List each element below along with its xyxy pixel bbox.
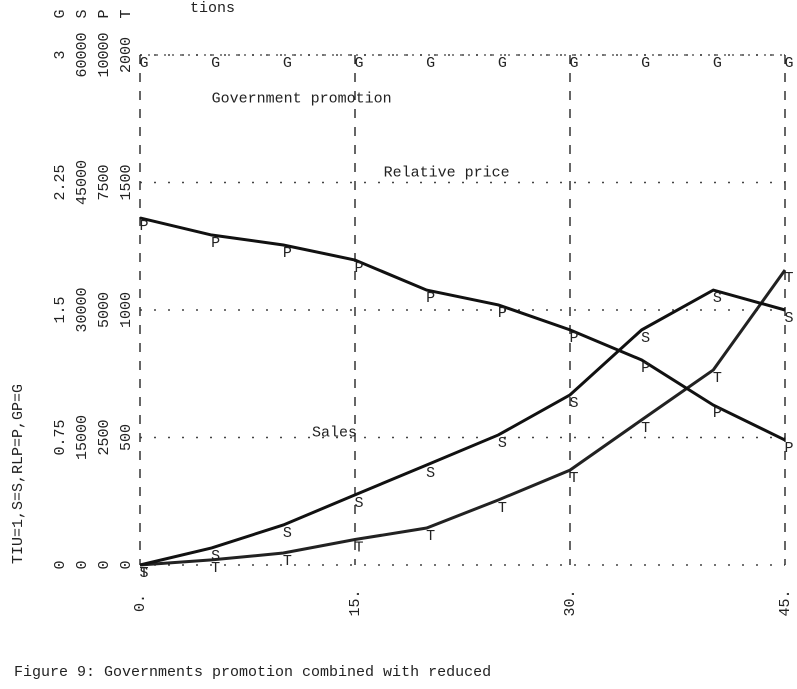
- y-tick-label: 0: [52, 560, 69, 569]
- y-tick-label: 1000: [118, 292, 135, 328]
- series-marker: S: [426, 465, 435, 482]
- scale-letter: S: [74, 9, 91, 18]
- series-marker: P: [641, 360, 650, 377]
- scale-letter: G: [52, 9, 69, 18]
- series-marker: G: [211, 55, 220, 72]
- series-marker: T: [139, 565, 148, 582]
- series-marker: S: [211, 548, 220, 565]
- y-tick-label: 0: [74, 560, 91, 569]
- y-tick-label: 2.25: [52, 164, 69, 200]
- y-tick-label: 10000: [96, 32, 113, 77]
- x-tick-label: 45.: [777, 589, 794, 616]
- y-tick-label: 2500: [96, 419, 113, 455]
- y-tick-label: 45000: [74, 160, 91, 205]
- y-tick-label: 0: [96, 560, 113, 569]
- y-tick-label: 0: [118, 560, 135, 569]
- series-marker: G: [354, 55, 363, 72]
- series-marker: T: [211, 560, 220, 577]
- series-marker: T: [713, 370, 722, 387]
- x-tick-label: 30.: [562, 589, 579, 616]
- series-marker: T: [784, 270, 793, 287]
- series-marker: P: [713, 405, 722, 422]
- series-line: [139, 288, 786, 567]
- y-tick-label: 60000: [74, 32, 91, 77]
- series-marker: T: [569, 470, 578, 487]
- y-tick-label: 1.5: [52, 296, 69, 323]
- chart-title: tions: [190, 0, 235, 17]
- series-marker: T: [426, 528, 435, 545]
- series-line: [139, 216, 786, 442]
- series-marker: G: [784, 55, 793, 72]
- y-tick-label: 30000: [74, 287, 91, 332]
- x-tick-label: 15.: [347, 589, 364, 616]
- scale-letter: T: [118, 9, 135, 18]
- series-marker: P: [211, 235, 220, 252]
- y-tick-label: 3: [52, 50, 69, 59]
- annotation: Relative price: [384, 164, 510, 181]
- series-marker: T: [283, 553, 292, 570]
- y-tick-label: 7500: [96, 164, 113, 200]
- y-tick-label: 2000: [118, 37, 135, 73]
- y-tick-label: 500: [118, 424, 135, 451]
- series-marker: P: [569, 330, 578, 347]
- series-line: [139, 269, 787, 567]
- series-marker: S: [641, 330, 650, 347]
- series-marker: S: [498, 435, 507, 452]
- series-marker: P: [139, 218, 148, 235]
- series-marker: P: [426, 290, 435, 307]
- series-marker: S: [784, 310, 793, 327]
- series-marker: S: [283, 525, 292, 542]
- y-tick-label: 1500: [118, 164, 135, 200]
- series-marker: S: [569, 395, 578, 412]
- caption: Figure 9: Governments promotion combined…: [14, 664, 491, 681]
- series-marker: T: [498, 500, 507, 517]
- series-marker: S: [713, 290, 722, 307]
- y-tick-label: 15000: [74, 415, 91, 460]
- series-marker: S: [354, 495, 363, 512]
- series-marker: P: [354, 260, 363, 277]
- y-axis-label: TIU=1,S=S,RLP=P,GP=G: [10, 384, 27, 564]
- series-marker: P: [283, 245, 292, 262]
- series-marker: G: [713, 55, 722, 72]
- series-marker: T: [641, 420, 650, 437]
- series-marker: G: [498, 55, 507, 72]
- y-tick-label: 0.75: [52, 419, 69, 455]
- scale-letter: P: [96, 9, 113, 18]
- series-marker: G: [641, 55, 650, 72]
- series-marker: G: [569, 55, 578, 72]
- x-tick-label: 0.: [132, 594, 149, 612]
- y-tick-label: 5000: [96, 292, 113, 328]
- series-marker: G: [283, 55, 292, 72]
- series-marker: G: [426, 55, 435, 72]
- series-marker: G: [139, 55, 148, 72]
- series-marker: P: [498, 305, 507, 322]
- annotation: Sales: [312, 424, 357, 441]
- series-marker: P: [784, 440, 793, 457]
- series-marker: T: [354, 539, 363, 556]
- series-marker: S: [139, 565, 148, 582]
- annotation: Government promotion: [212, 90, 392, 107]
